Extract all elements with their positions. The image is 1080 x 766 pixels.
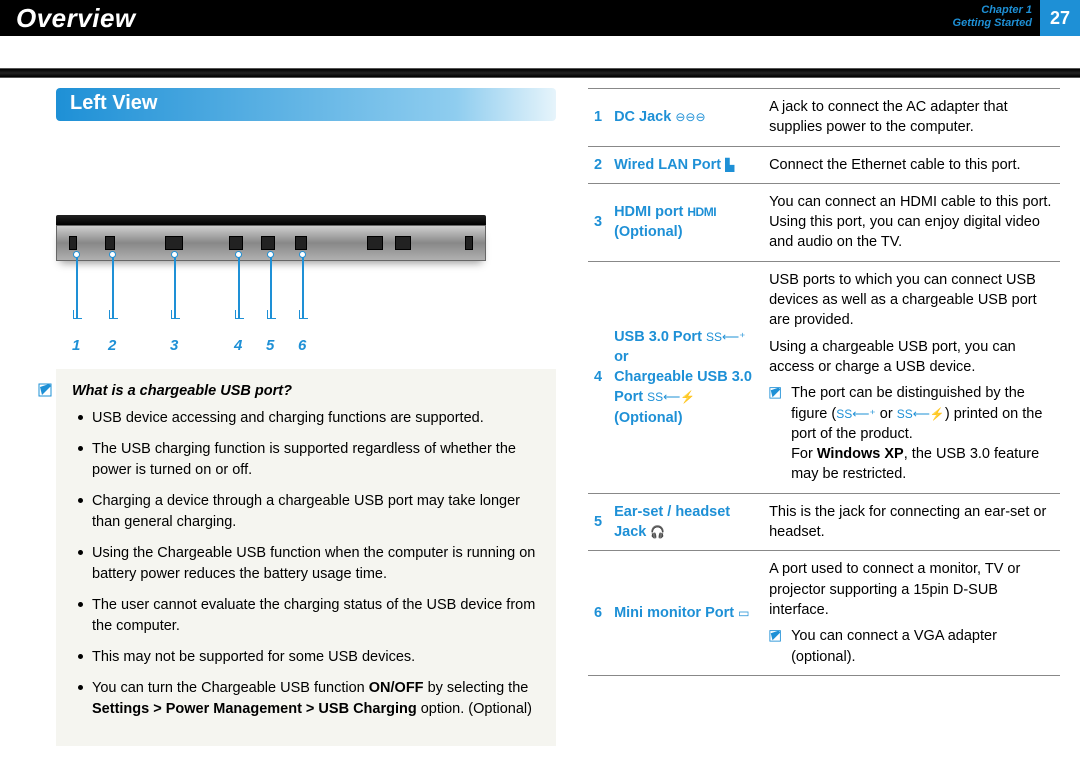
port-label: Wired LAN Port ▙	[608, 146, 763, 183]
port-number: 4	[588, 261, 608, 493]
port-slot	[69, 236, 77, 250]
left-view-diagram: 123456	[56, 149, 556, 349]
table-row: 6Mini monitor Port ▭A port used to conne…	[588, 551, 1060, 675]
note-list: USB device accessing and charging functi…	[72, 408, 540, 720]
callout-number: 6	[298, 337, 306, 354]
callout-dot	[235, 251, 242, 258]
note-bullet: This may not be supported for some USB d…	[78, 647, 540, 668]
callout-leader	[112, 255, 114, 319]
callout-number: 3	[170, 337, 178, 354]
page-number: 27	[1040, 0, 1080, 36]
note-bullet: Using the Chargeable USB function when t…	[78, 543, 540, 585]
note-bullet: USB device accessing and charging functi…	[78, 408, 540, 429]
note-question: What is a chargeable USB port?	[72, 381, 540, 402]
note-bullet: The user cannot evaluate the charging st…	[78, 595, 540, 637]
port-slot	[229, 236, 243, 250]
callout-leader	[238, 255, 240, 319]
port-label: Ear-set / headset Jack 🎧	[608, 493, 763, 551]
callout-leader	[270, 255, 272, 319]
inline-note: You can connect a VGA adapter (optional)…	[769, 626, 1054, 667]
note-icon	[769, 383, 785, 484]
port-description: This is the jack for connecting an ear-s…	[763, 493, 1060, 551]
port-description: A port used to connect a monitor, TV or …	[763, 551, 1060, 675]
note-icon	[38, 381, 54, 397]
port-slot	[165, 236, 183, 250]
table-row: 4USB 3.0 Port SS⟵⁺orChargeable USB 3.0 P…	[588, 261, 1060, 493]
port-number: 1	[588, 89, 608, 147]
table-row: 2Wired LAN Port ▙Connect the Ethernet ca…	[588, 146, 1060, 183]
callout-leader	[174, 255, 176, 319]
callout-number: 4	[234, 337, 242, 354]
chapter-line2: Getting Started	[953, 17, 1032, 30]
port-number: 6	[588, 551, 608, 675]
port-label: Mini monitor Port ▭	[608, 551, 763, 675]
callout-leader	[302, 255, 304, 319]
port-number: 5	[588, 493, 608, 551]
ports-table: 1DC Jack ⊖⊖⊖A jack to connect the AC ada…	[588, 88, 1060, 676]
port-description: USB ports to which you can connect USB d…	[763, 261, 1060, 493]
chapter-line1: Chapter 1	[981, 4, 1032, 16]
port-description: Connect the Ethernet cable to this port.	[763, 146, 1060, 183]
callout-leader	[76, 255, 78, 319]
callout-dot	[171, 251, 178, 258]
port-label: USB 3.0 Port SS⟵⁺orChargeable USB 3.0 Po…	[608, 261, 763, 493]
port-description: A jack to connect the AC adapter that su…	[763, 89, 1060, 147]
port-label: DC Jack ⊖⊖⊖	[608, 89, 763, 147]
port-slot	[395, 236, 411, 250]
callout-number: 5	[266, 337, 274, 354]
divider-bar	[0, 68, 1080, 78]
chapter-block: Chapter 1 Getting Started 27	[953, 0, 1080, 36]
callout-dot	[267, 251, 274, 258]
port-number: 3	[588, 183, 608, 261]
chapter-label: Chapter 1 Getting Started	[953, 0, 1040, 36]
table-row: 5Ear-set / headset Jack 🎧This is the jac…	[588, 493, 1060, 551]
note-icon	[769, 626, 785, 667]
port-slot	[465, 236, 473, 250]
table-row: 3HDMI port HDMI(Optional)You can connect…	[588, 183, 1060, 261]
note-bullet: The USB charging function is supported r…	[78, 439, 540, 481]
port-slot	[367, 236, 383, 250]
section-title: Left View	[56, 88, 556, 121]
page-title: Overview	[0, 3, 136, 34]
inline-note: The port can be distinguished by the fig…	[769, 383, 1054, 484]
callout-dot	[73, 251, 80, 258]
usb-note-box: What is a chargeable USB port? USB devic…	[56, 369, 556, 746]
port-slot	[105, 236, 115, 250]
note-bullet: You can turn the Chargeable USB function…	[78, 678, 540, 720]
callout-number: 2	[108, 337, 116, 354]
table-row: 1DC Jack ⊖⊖⊖A jack to connect the AC ada…	[588, 89, 1060, 147]
callout-number: 1	[72, 337, 80, 354]
page-header: Overview Chapter 1 Getting Started 27	[0, 0, 1080, 36]
callout-dot	[109, 251, 116, 258]
port-description: You can connect an HDMI cable to this po…	[763, 183, 1060, 261]
port-slot	[261, 236, 275, 250]
port-number: 2	[588, 146, 608, 183]
callout-dot	[299, 251, 306, 258]
port-label: HDMI port HDMI(Optional)	[608, 183, 763, 261]
port-slot	[295, 236, 307, 250]
note-bullet: Charging a device through a chargeable U…	[78, 491, 540, 533]
